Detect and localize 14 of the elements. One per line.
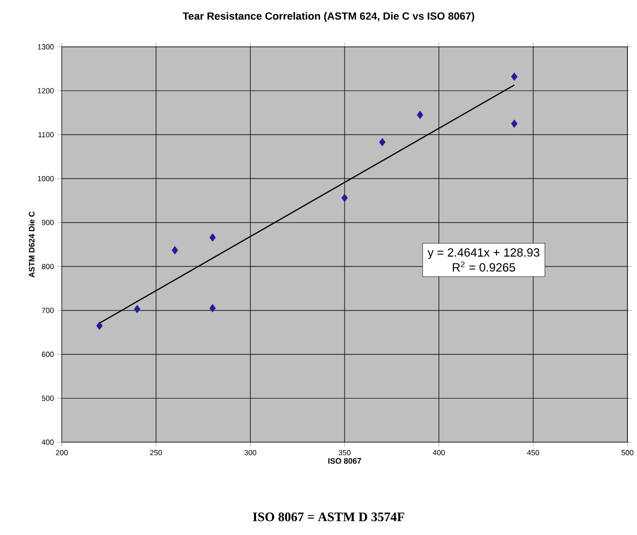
point — [379, 138, 386, 146]
point — [134, 304, 140, 314]
point — [511, 72, 518, 81]
point — [416, 110, 424, 120]
annotation: R$^{2}$ = 0.9265 — [452, 262, 516, 272]
chart-title: Tear Resistance Correlation (ASTM 624, Die C vs ISO 8067) — [182, 12, 474, 22]
point — [96, 322, 103, 330]
annotation: y = 2.4641x + 128.93 — [428, 248, 540, 260]
point — [341, 194, 348, 202]
point — [511, 120, 518, 128]
point — [209, 304, 216, 312]
text: ISO 8067 = ASTM D 3574F — [252, 512, 404, 522]
point — [172, 246, 178, 254]
point — [209, 233, 216, 242]
